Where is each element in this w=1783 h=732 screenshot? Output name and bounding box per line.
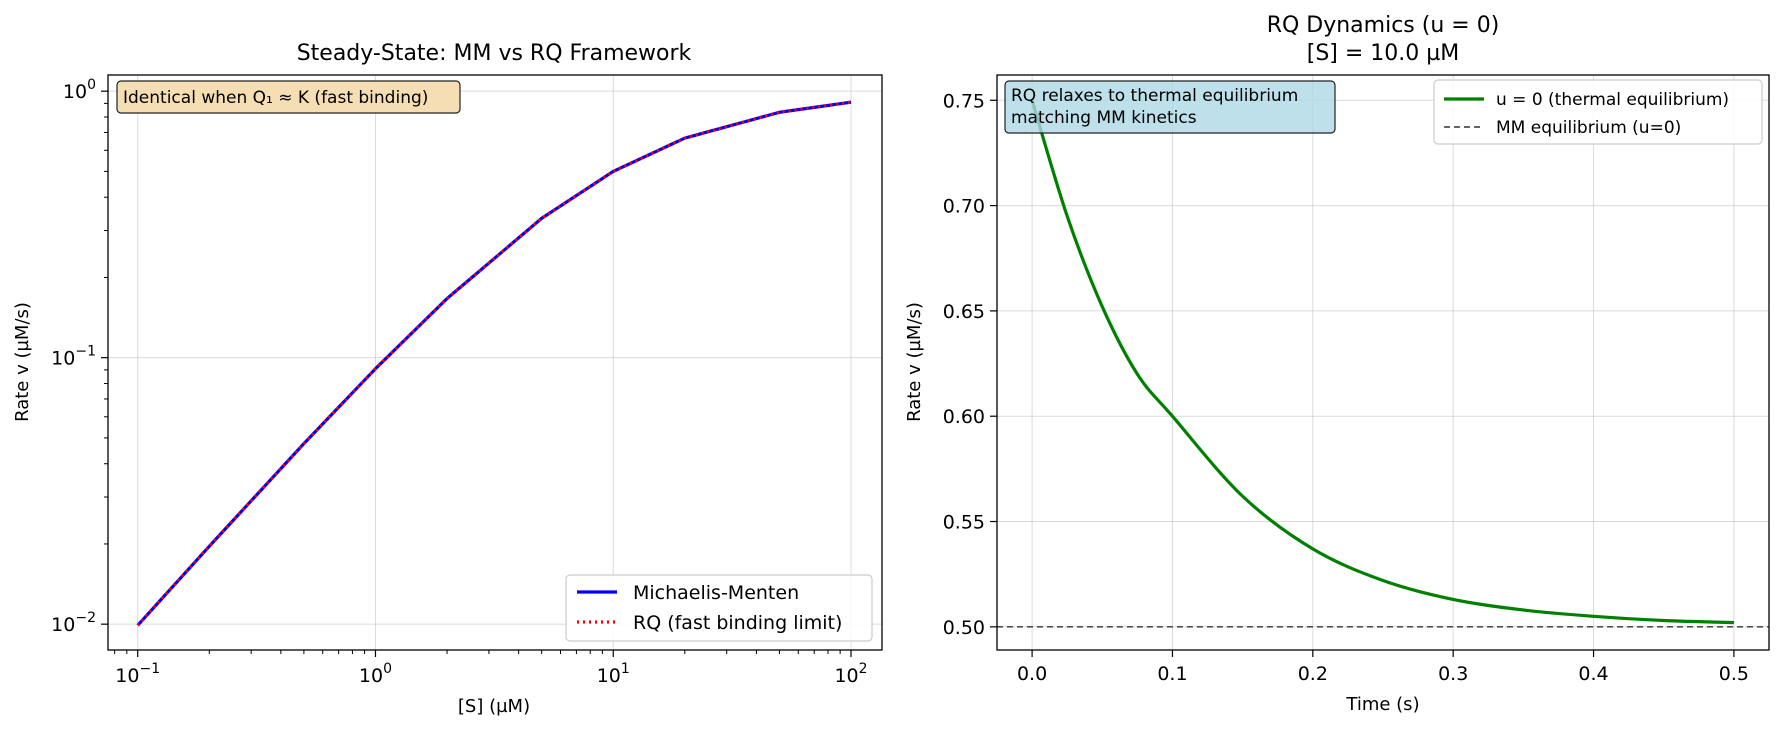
left-legend: Michaelis-Menten RQ (fast binding limit) (565, 574, 873, 642)
left-legend-label-mm: Michaelis-Menten (633, 582, 799, 604)
right-x-axis-label: Time (s) (1345, 694, 1419, 715)
right-y-tick-label: 0.65 (943, 301, 985, 323)
right-chart-subtitle: [S] = 10.0 µM (1307, 41, 1460, 66)
right-grid (997, 75, 1769, 650)
right-y-tick-label: 0.55 (943, 512, 985, 534)
left-y-axis-label: Rate v (µM/s) (12, 302, 33, 422)
left-series-group (136, 100, 852, 627)
left-grid (108, 75, 882, 650)
left-y-tick-label: 10−2 (51, 610, 96, 636)
left-plot-frame (107, 74, 883, 651)
right-y-axis-label: Rate v (µM/s) (904, 302, 925, 422)
right-y-tick-label: 0.70 (943, 196, 985, 218)
right-y-tick-label: 0.60 (943, 406, 985, 428)
left-x-tick-label: 101 (597, 661, 630, 687)
right-annotation-line-1: RQ relaxes to thermal equilibrium (1011, 86, 1298, 106)
left-y-tick-label: 100 (63, 77, 96, 103)
right-x-tick-label: 0.4 (1578, 663, 1608, 685)
right-series-group (996, 99, 1769, 628)
left-annotation-text: Identical when Q₁ ≈ K (fast binding) (123, 88, 428, 108)
left-annotation-box (116, 80, 461, 114)
right-annotation: RQ relaxes to thermal equilibrium matchi… (1004, 80, 1336, 134)
right-legend: u = 0 (thermal equilibrium) MM equilibri… (1433, 79, 1763, 145)
left-x-axis-label: [S] (µM) (458, 696, 530, 717)
right-chart-title: RQ Dynamics (u = 0) (1267, 13, 1500, 38)
left-chart: Steady-State: MM vs RQ Framework 10−1 100… (12, 41, 883, 717)
right-y-ticks: 0.50 0.55 0.60 0.65 0.70 0.75 (943, 90, 997, 639)
left-series-rq-fast-binding-line (136, 100, 852, 627)
right-x-tick-label: 0.2 (1298, 663, 1328, 685)
right-legend-box (1433, 79, 1763, 145)
left-y-tick-label: 10−1 (51, 344, 96, 370)
left-annotation: Identical when Q₁ ≈ K (fast binding) (116, 80, 461, 114)
right-legend-label-mm: MM equilibrium (u=0) (1496, 118, 1681, 138)
right-plot-frame (996, 74, 1770, 651)
left-legend-box (565, 574, 873, 642)
right-y-tick-label: 0.75 (943, 90, 985, 112)
left-x-tick-label: 102 (834, 661, 867, 687)
left-legend-label-rq: RQ (fast binding limit) (633, 612, 842, 634)
right-x-tick-label: 0.0 (1017, 663, 1047, 685)
left-x-tick-label: 10−1 (115, 661, 160, 687)
right-chart: RQ Dynamics (u = 0) [S] = 10.0 µM 0.0 0.1… (904, 13, 1770, 715)
left-y-ticks: 10−2 10−1 100 (51, 77, 108, 636)
right-annotation-box (1004, 80, 1336, 134)
right-x-tick-label: 0.3 (1438, 663, 1468, 685)
right-annotation-line-2: matching MM kinetics (1011, 108, 1197, 128)
left-x-ticks: 10−1 100 101 102 (114, 650, 868, 687)
left-x-tick-label: 100 (359, 661, 392, 687)
right-series-thermal-equilibrium-line (1030, 99, 1734, 625)
right-x-tick-label: 0.1 (1157, 663, 1187, 685)
left-chart-title: Steady-State: MM vs RQ Framework (297, 41, 692, 66)
right-legend-label-thermal: u = 0 (thermal equilibrium) (1496, 90, 1729, 110)
right-x-ticks: 0.0 0.1 0.2 0.3 0.4 0.5 (1017, 650, 1749, 685)
right-y-tick-label: 0.50 (943, 617, 985, 639)
left-series-michaelis-menten-line (136, 100, 852, 627)
right-x-tick-label: 0.5 (1719, 663, 1749, 685)
